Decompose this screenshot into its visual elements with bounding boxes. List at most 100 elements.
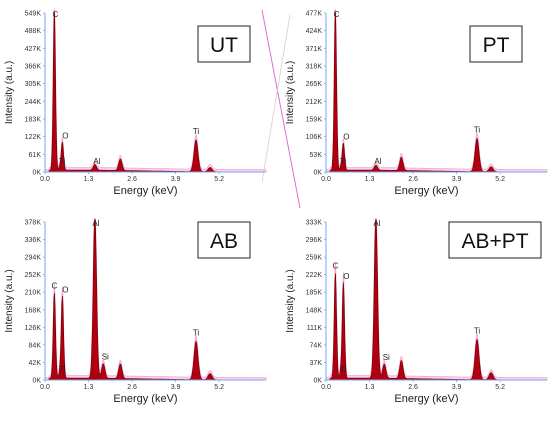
panel-abpt-y-tick-label: 259K: [306, 255, 323, 262]
panel-ab-peak-label-al: Al: [92, 219, 99, 228]
panel-abpt-x-tick-label: 5.2: [495, 384, 505, 391]
panel-pt-x-tick-label: 3.9: [452, 176, 462, 183]
panel-abpt-y-tick-label: 333K: [306, 220, 323, 227]
panel-pt-peak-label-o: O: [343, 132, 349, 141]
panel-ab-x-tick-label: 3.9: [171, 384, 181, 391]
panel-ab-y-tick-label: 0K: [32, 378, 41, 385]
panel-pt-peak-label-ti: Ti: [340, 157, 347, 166]
panel-ut-y-tick-label: 366K: [25, 64, 42, 71]
panel-ab-x-tick-label: 5.2: [214, 384, 224, 391]
panel-ab: 0K 42K 84K 126K 168K 210K 252K 294K 336K 378K 0.0 1…: [4, 218, 267, 405]
panel-ut-spectrum-halo: [44, 9, 267, 173]
panel-ut-y-tick-label: 488K: [25, 28, 42, 35]
panel-pt-x-tick-label: 0.0: [321, 176, 331, 183]
panel-abpt-x-axis-label: Energy (keV): [394, 393, 458, 405]
panel-abpt-y-tick-label: 74K: [310, 342, 323, 349]
panel-ut-sample-box: [197, 25, 251, 63]
panel-abpt-y-tick-label: 148K: [306, 307, 323, 314]
panel-abpt: 0K 37K 74K 111K 148K 185K 222K 259K 296K 333K 0.0 1…: [285, 218, 548, 405]
panel-ab-peak-label-si: Si: [102, 352, 109, 361]
panel-ab-y-tick-label: 294K: [25, 255, 42, 262]
panel-ab-peak-label-ti: Ti: [59, 365, 66, 374]
panel-abpt-spectrum-halo: [325, 218, 548, 381]
panel-abpt-y-tick-label: 296K: [306, 237, 323, 244]
panel-abpt-y-axis-label: Intensity (a.u.): [285, 269, 296, 332]
panel-abpt-y-tick-label: 185K: [306, 290, 323, 297]
panel-ut-y-tick-label: 244K: [25, 99, 42, 106]
panel-pt-peak-label-ti: Ti: [474, 126, 481, 135]
panel-pt-x-axis-label: Energy (keV): [394, 185, 458, 197]
panel-ab-spectrum-halo: [44, 218, 267, 381]
panel-ut-y-tick-label: 549K: [25, 11, 42, 18]
panel-abpt-y-tick-label: 222K: [306, 272, 323, 279]
panel-ab-peak-label-c: C: [51, 281, 57, 290]
panel-abpt-peak-label-al: Al: [373, 219, 380, 228]
panel-ab-peak-label-ti: Ti: [193, 329, 200, 338]
panel-abpt-peak-label-ti: Ti: [340, 365, 347, 374]
panel-abpt-peak-label-o: O: [343, 272, 349, 281]
panel-abpt-x-tick-label: 3.9: [452, 384, 462, 391]
panel-ab-y-tick-label: 378K: [25, 220, 42, 227]
panel-ut-x-axis-label: Energy (keV): [113, 185, 177, 197]
panel-pt-y-tick-label: 106K: [306, 134, 323, 141]
panel-ut-peak-label-al: Al: [93, 157, 100, 166]
panel-pt-peak-label-al: Al: [374, 157, 381, 166]
panel-ab-x-tick-label: 0.0: [40, 384, 50, 391]
panel-pt-peak-label-c: C: [333, 10, 339, 19]
panel-pt-y-tick-label: 212K: [306, 99, 323, 106]
panel-ab-peak-label-o: O: [62, 285, 68, 294]
panel-pt-sample-box: [469, 25, 523, 63]
panel-ut-y-tick-label: 61K: [29, 152, 42, 159]
panel-pt-y-axis-label: Intensity (a.u.): [285, 61, 296, 124]
panel-abpt-peak-label-si: Si: [383, 353, 390, 362]
panel-pt-y-tick-label: 477K: [306, 11, 323, 18]
panel-ut-peak-label-o: O: [62, 131, 68, 140]
panel-ut-peak-label-ti: Ti: [59, 157, 66, 166]
panel-abpt-peak-label-ti: Ti: [474, 327, 481, 336]
panel-pt-y-tick-label: 371K: [306, 46, 323, 53]
panel-pt-x-tick-label: 1.3: [365, 176, 375, 183]
panel-ab-y-tick-label: 336K: [25, 237, 42, 244]
panel-ut-y-tick-label: 0K: [32, 170, 41, 177]
panel-ab-x-tick-label: 2.6: [127, 384, 137, 391]
panel-abpt-x-tick-label: 0.0: [321, 384, 331, 391]
panel-pt-y-tick-label: 0K: [313, 170, 322, 177]
panel-ut-x-tick-label: 0.0: [40, 176, 50, 183]
panel-ut-y-tick-label: 183K: [25, 117, 42, 124]
panel-pt: 0K 53K 106K 159K 212K 265K 318K 371K 424K 477K 0.0…: [285, 9, 548, 197]
panel-pt-x-tick-label: 2.6: [408, 176, 418, 183]
panel-ut-y-tick-label: 122K: [25, 134, 42, 141]
panel-ab-x-tick-label: 1.3: [84, 384, 94, 391]
panel-pt-y-tick-label: 424K: [306, 28, 323, 35]
panel-ut-sample-label: UT: [210, 34, 238, 57]
connector-line: [261, 14, 291, 183]
panel-ut-y-axis-label: Intensity (a.u.): [4, 61, 15, 124]
panel-ut-y-tick-label: 427K: [25, 46, 42, 53]
panel-ab-y-tick-label: 210K: [25, 290, 42, 297]
panel-abpt-x-tick-label: 2.6: [408, 384, 418, 391]
panel-ab-y-axis-label: Intensity (a.u.): [4, 269, 15, 332]
panel-ab-y-tick-label: 42K: [29, 360, 42, 367]
panel-ab-y-tick-label: 84K: [29, 342, 42, 349]
panel-ut-peak-label-c: C: [52, 10, 58, 19]
panel-ut-x-tick-label: 5.2: [214, 176, 224, 183]
panel-abpt-x-tick-label: 1.3: [365, 384, 375, 391]
panel-ut-x-tick-label: 3.9: [171, 176, 181, 183]
panel-abpt-sample-box: [448, 221, 542, 259]
panel-pt-spectrum-halo: [325, 9, 548, 173]
panel-abpt-y-tick-label: 111K: [307, 325, 323, 332]
panel-pt-y-tick-label: 265K: [306, 81, 323, 88]
panel-ut-x-tick-label: 2.6: [127, 176, 137, 183]
panel-abpt-sample-label: AB+PT: [461, 230, 528, 253]
panel-pt-sample-label: PT: [483, 34, 510, 57]
panel-pt-y-tick-label: 159K: [306, 117, 323, 124]
panel-ut-peak-label-ti: Ti: [193, 127, 200, 136]
panel-ab-sample-label: AB: [210, 230, 238, 253]
panel-ab-sample-box: [197, 221, 251, 259]
panel-pt-x-tick-label: 5.2: [495, 176, 505, 183]
panel-ut-y-tick-label: 305K: [25, 81, 42, 88]
panel-ut-x-tick-label: 1.3: [84, 176, 94, 183]
panel-ab-y-tick-label: 252K: [25, 272, 42, 279]
panel-pt-y-tick-label: 53K: [310, 152, 323, 159]
